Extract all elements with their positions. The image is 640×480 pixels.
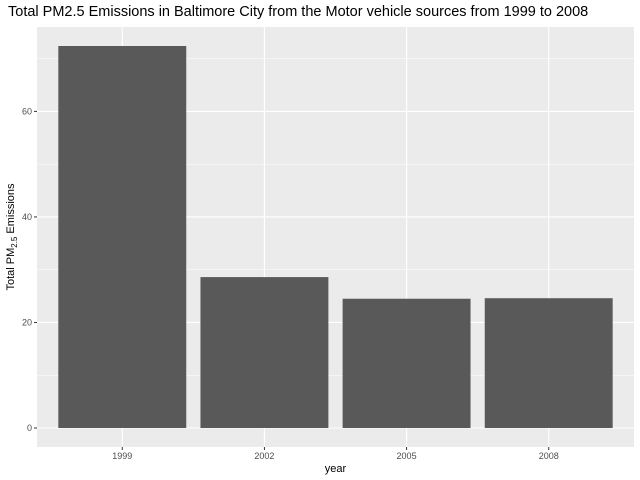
y-tick-label: 0 — [27, 423, 32, 433]
x-tick-label: 2002 — [254, 451, 274, 461]
x-axis-ticks: 1999 2002 2005 2008 — [112, 447, 559, 461]
bars — [58, 45, 613, 429]
y-tick-label: 60 — [22, 106, 32, 116]
bar-1999 — [58, 45, 187, 429]
x-tick-label: 2008 — [539, 451, 559, 461]
y-axis-ticks: 0 20 40 60 — [22, 106, 37, 433]
chart-title: Total PM2.5 Emissions in Baltimore City … — [8, 4, 588, 20]
bar-2005 — [342, 298, 471, 429]
y-axis-label-prefix: Total PM — [5, 248, 17, 291]
y-axis-label: Total PM2.5 Emissions — [5, 183, 19, 291]
x-tick-label: 1999 — [112, 451, 132, 461]
bar-2002 — [200, 277, 329, 429]
bar-2008 — [484, 298, 613, 429]
x-tick-label: 2005 — [397, 451, 417, 461]
y-tick-label: 20 — [22, 317, 32, 327]
y-axis-label-subscript: 2.5 — [10, 236, 19, 248]
x-axis-label: year — [325, 463, 347, 475]
y-tick-label: 40 — [22, 212, 32, 222]
y-axis-label-suffix: Emissions — [5, 183, 17, 237]
